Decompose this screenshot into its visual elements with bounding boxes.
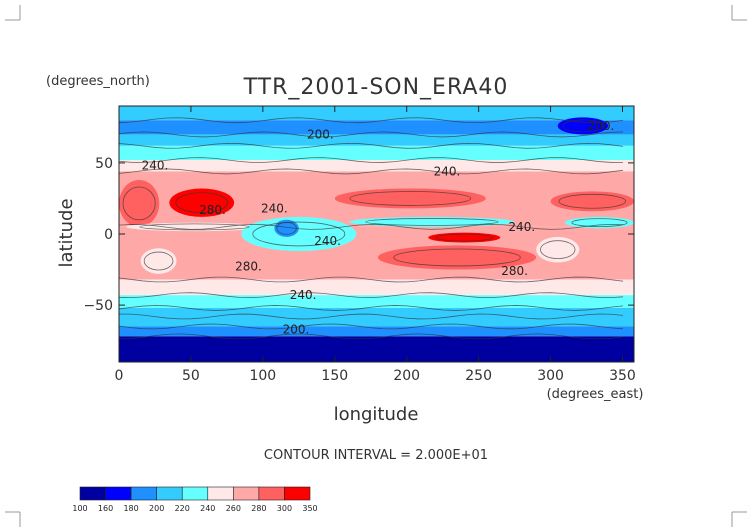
colorbar-label-220: 220 <box>175 504 190 513</box>
colorbar-swatch-4 <box>181 486 209 501</box>
colorbar-label-300: 300 <box>277 504 292 513</box>
colorbar-swatch-1 <box>105 486 132 501</box>
region-south-pacific-subtropics <box>377 245 537 270</box>
contour-line-7 <box>119 276 624 283</box>
contour-ring-atlantic-subtropics <box>558 193 627 209</box>
contour-label-1: 200. <box>588 119 615 133</box>
contour-label-11: 200. <box>283 322 310 336</box>
contour-line-8 <box>119 292 624 299</box>
contour-ring-south-pacific-subtropics <box>393 248 521 267</box>
x-units-label: (degrees_east) <box>547 387 644 402</box>
contour-line-5 <box>119 168 624 175</box>
colorbar-swatch-8 <box>284 486 311 501</box>
contour-interval-text: CONTOUR INTERVAL = 2.000E+01 <box>264 448 488 463</box>
contour-ring-southern-africa <box>143 251 174 271</box>
zonal-band-8 <box>119 295 634 308</box>
colorbar: 100 160 180 200 220 240 260 280 300 350 <box>72 486 318 513</box>
region-southern-africa <box>140 248 177 274</box>
contour-ring-maritime-continent-convection <box>252 221 346 247</box>
y-axis-label: latitude <box>56 198 77 267</box>
contour-label-8: 280. <box>235 260 262 274</box>
contour-label-0: 200. <box>307 127 334 141</box>
zonal-band-1 <box>119 120 634 135</box>
y-tick-label--50: −50 <box>83 298 113 314</box>
crop-marks <box>5 5 747 527</box>
contour-line-2 <box>119 131 624 138</box>
contour-ring-subtropical-north-atlantic-africa <box>122 186 156 221</box>
contour-label-2: 240. <box>142 159 169 173</box>
x-tick-label-200: 200 <box>393 368 420 384</box>
contour-label-9: 280. <box>501 264 528 278</box>
zonal-band-2 <box>119 134 634 146</box>
x-axis-label: longitude <box>334 404 419 425</box>
contour-line-6 <box>119 223 624 230</box>
region-south-america-convection <box>536 236 580 263</box>
y-units-label: (degrees_north) <box>46 74 150 89</box>
zonal-band-10 <box>119 316 634 327</box>
contour-ring-itcz-africa-indian <box>139 223 250 231</box>
colorbar-swatch-0 <box>79 486 106 501</box>
zonal-band-12 <box>119 336 634 362</box>
contour-line-12 <box>119 333 624 340</box>
region-atlantic-subtropics <box>550 191 634 212</box>
contour-line-3 <box>119 142 624 149</box>
contour-label-5: 240. <box>261 201 288 215</box>
zonal-band-0 <box>119 106 634 121</box>
contour-line-4 <box>119 157 624 163</box>
contour-line-10 <box>119 313 624 320</box>
contour-ring-north-pacific-subtropics <box>349 191 472 206</box>
zonal-band-3 <box>119 145 634 161</box>
contour-label-10: 240. <box>290 288 317 302</box>
contour-ring-atlantic-itcz <box>571 218 628 228</box>
contour-ring-arabia-sahara-max <box>175 192 229 214</box>
colorbar-label-280: 280 <box>251 504 266 513</box>
colorbar-label-260: 260 <box>226 504 241 513</box>
region-arabia-sahara-max <box>169 188 235 217</box>
y-tick-label-0: 0 <box>104 227 113 243</box>
contour-label-3: 240. <box>434 164 461 178</box>
colorbar-label-350: 350 <box>302 504 317 513</box>
contour-line-1 <box>119 117 624 124</box>
zonal-band-11 <box>119 326 634 337</box>
chart-title: TTR_2001-SON_ERA40 <box>243 75 509 100</box>
colorbar-label-240: 240 <box>200 504 215 513</box>
colorbar-label-100: 100 <box>72 504 87 513</box>
contour-label-4: 280. <box>199 203 226 217</box>
colorbar-swatch-6 <box>233 486 260 501</box>
colorbar-swatch-5 <box>207 486 234 501</box>
colorbar-swatch-3 <box>156 486 183 501</box>
zonal-band-9 <box>119 307 634 317</box>
colorbar-label-200: 200 <box>149 504 164 513</box>
plot-area: 200. 200. 240. 240. 280. 240. 240. 240. 280. 280.… <box>83 105 636 384</box>
x-tick-label-150: 150 <box>321 368 348 384</box>
x-tick-label-350: 350 <box>609 368 636 384</box>
colorbar-swatch-7 <box>258 486 285 501</box>
ttr-field: 200. 200. 240. 240. 280. 240. 240. 240. 280. 280.… <box>119 106 634 362</box>
zonal-band-4 <box>119 160 634 172</box>
contour-ring-east-pacific-warm-pool <box>435 233 494 242</box>
x-tick-label-300: 300 <box>537 368 564 384</box>
contour-line-9 <box>119 305 624 311</box>
contour-line-11 <box>119 323 624 330</box>
colorbar-swatch-2 <box>130 486 157 501</box>
zonal-band-7 <box>119 279 634 296</box>
contour-label-6: 240. <box>508 220 535 234</box>
x-tick-label-0: 0 <box>115 368 124 384</box>
colorbar-label-180: 180 <box>123 504 138 513</box>
contour-ring-maritime-continent-core <box>276 221 297 235</box>
region-north-pacific-subtropics <box>334 188 486 209</box>
x-tick-label-250: 250 <box>465 368 492 384</box>
contour-ring-greenland-cold <box>562 119 604 133</box>
region-subtropical-north-atlantic-africa <box>119 179 160 227</box>
colorbar-label-160: 160 <box>98 504 113 513</box>
contour-ring-south-america-convection <box>540 240 576 260</box>
x-tick-label-100: 100 <box>249 368 276 384</box>
contour-label-7: 240. <box>314 234 341 248</box>
contour-ring-pacific-itcz <box>365 218 499 226</box>
y-tick-label-50: 50 <box>95 156 113 172</box>
x-tick-label-50: 50 <box>182 368 200 384</box>
